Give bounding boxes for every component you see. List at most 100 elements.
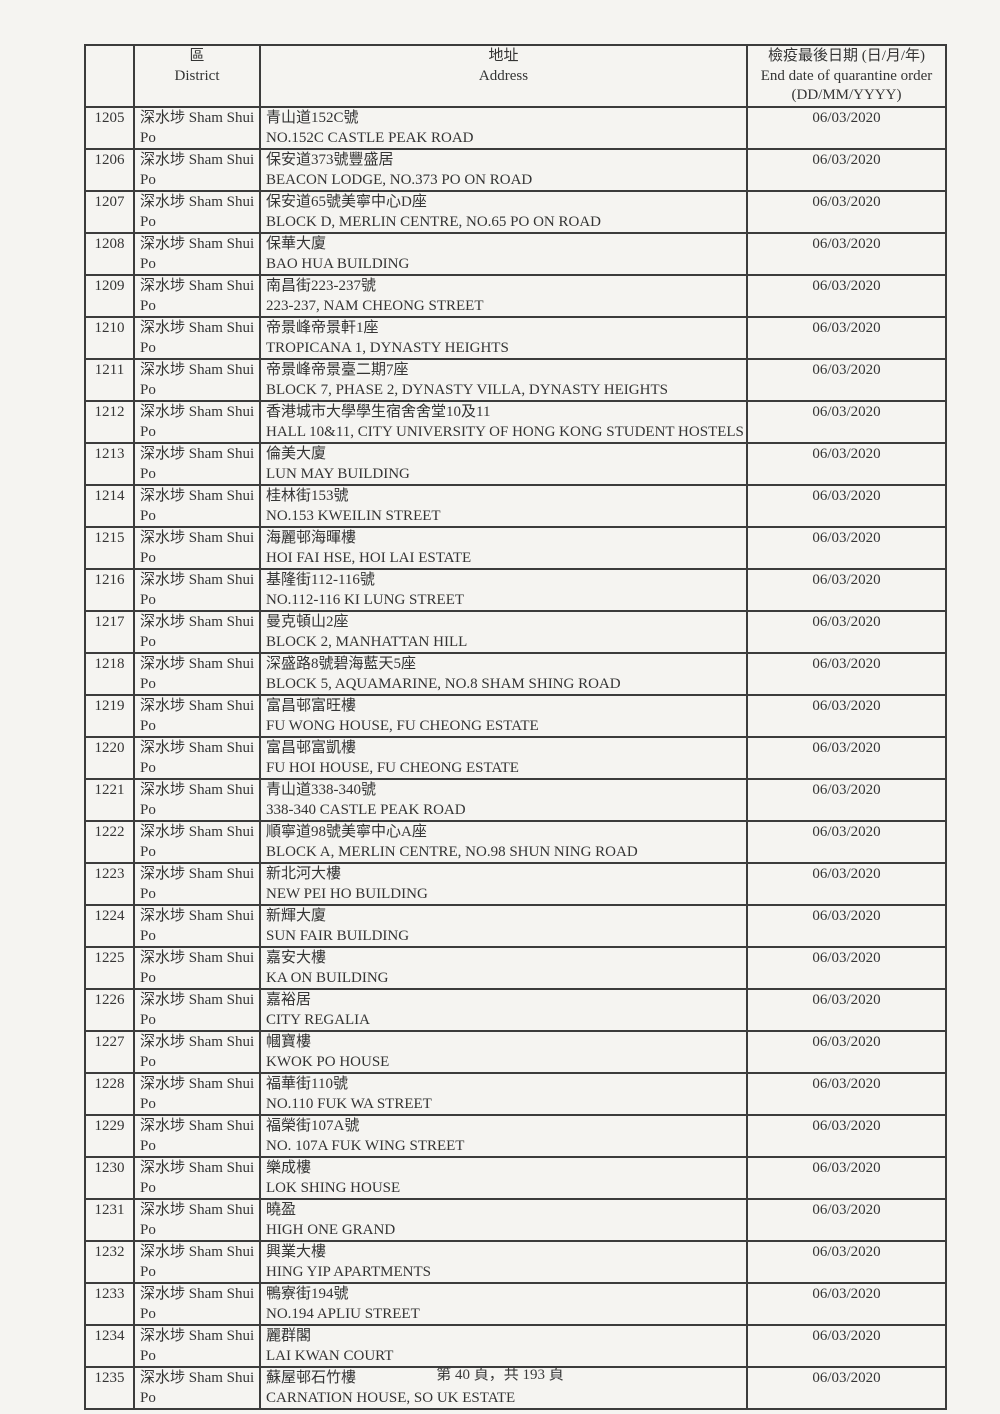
- district-cell: 深水埗 Sham Shui Po: [133, 946, 261, 990]
- address-english: NO.112-116 KI LUNG STREET: [266, 591, 465, 608]
- end-date-cell: 06/03/2020: [746, 820, 947, 864]
- address-cell: 香港城市大學學生宿舍舍堂10及11 HALL 10&11, CITY UNIVE…: [259, 400, 748, 444]
- address-english: NO. 107A FUK WING STREET: [266, 1137, 465, 1154]
- district-line2: Po: [140, 1389, 156, 1406]
- end-date-cell: 06/03/2020: [746, 1114, 947, 1158]
- end-date-cell: 06/03/2020: [746, 946, 947, 990]
- district-line1: 深水埗 Sham Shui: [140, 194, 255, 210]
- quarantine-order-table: 區 District 地址 Address 檢疫最後日期 (日/月/年) End…: [84, 44, 947, 1410]
- end-date-cell: 06/03/2020: [746, 904, 947, 948]
- district-line1: 深水埗 Sham Shui: [140, 236, 255, 252]
- address-cell: 青山道152C號 NO.152C CASTLE PEAK ROAD: [259, 106, 748, 150]
- district-line1: 深水埗 Sham Shui: [140, 614, 255, 630]
- address-chinese: 海麗邨海暉樓: [266, 530, 357, 546]
- district-line1: 深水埗 Sham Shui: [140, 404, 255, 420]
- row-number-cell: 1232: [84, 1240, 135, 1284]
- table-row: 1217 深水埗 Sham Shui Po 曼克頓山2座 BLOCK 2, MA…: [84, 610, 947, 654]
- row-number-cell: 1219: [84, 694, 135, 738]
- district-cell: 深水埗 Sham Shui Po: [133, 568, 261, 612]
- address-chinese: 樂成樓: [266, 1160, 312, 1176]
- table-row: 1228 深水埗 Sham Shui Po 福華街110號 NO.110 FUK…: [84, 1072, 947, 1116]
- address-cell: 富昌邨富凱樓 FU HOI HOUSE, FU CHEONG ESTATE: [259, 736, 748, 780]
- district-line2: Po: [140, 801, 156, 818]
- district-line1: 深水埗 Sham Shui: [140, 446, 255, 462]
- district-line1: 深水埗 Sham Shui: [140, 656, 255, 672]
- address-cell: 富昌邨富旺樓 FU WONG HOUSE, FU CHEONG ESTATE: [259, 694, 748, 738]
- table-row: 1209 深水埗 Sham Shui Po 南昌街223-237號 223-23…: [84, 274, 947, 318]
- district-line1: 深水埗 Sham Shui: [140, 1370, 255, 1386]
- table-row: 1211 深水埗 Sham Shui Po 帝景峰帝景臺二期7座 BLOCK 7…: [84, 358, 947, 402]
- address-chinese: 香港城市大學學生宿舍舍堂10及11: [266, 404, 491, 420]
- address-english: BLOCK 2, MANHATTAN HILL: [266, 633, 468, 650]
- table-row: 1212 深水埗 Sham Shui Po 香港城市大學學生宿舍舍堂10及11 …: [84, 400, 947, 444]
- address-english: BLOCK 7, PHASE 2, DYNASTY VILLA, DYNASTY…: [266, 381, 668, 398]
- address-chinese: 保華大廈: [266, 236, 327, 252]
- end-date-cell: 06/03/2020: [746, 694, 947, 738]
- district-cell: 深水埗 Sham Shui Po: [133, 1366, 261, 1410]
- address-english: CARNATION HOUSE, SO UK ESTATE: [266, 1389, 516, 1406]
- end-date-cell: 06/03/2020: [746, 316, 947, 360]
- address-chinese: 曉盈: [266, 1202, 297, 1218]
- address-english: LAI KWAN COURT: [266, 1347, 394, 1364]
- district-line2: Po: [140, 213, 156, 230]
- address-chinese: 興業大樓: [266, 1244, 327, 1260]
- row-number-cell: 1223: [84, 862, 135, 906]
- row-number-cell: 1226: [84, 988, 135, 1032]
- district-cell: 深水埗 Sham Shui Po: [133, 778, 261, 822]
- end-date-cell: 06/03/2020: [746, 988, 947, 1032]
- district-cell: 深水埗 Sham Shui Po: [133, 442, 261, 486]
- address-chinese: 富昌邨富凱樓: [266, 740, 357, 756]
- address-cell: 帝景峰帝景軒1座 TROPICANA 1, DYNASTY HEIGHTS: [259, 316, 748, 360]
- district-cell: 深水埗 Sham Shui Po: [133, 274, 261, 318]
- district-cell: 深水埗 Sham Shui Po: [133, 904, 261, 948]
- end-date-cell: 06/03/2020: [746, 1198, 947, 1242]
- table-row: 1208 深水埗 Sham Shui Po 保華大廈 BAO HUA BUILD…: [84, 232, 947, 276]
- table-row: 1234 深水埗 Sham Shui Po 麗群閣 LAI KWAN COURT…: [84, 1324, 947, 1368]
- table-row: 1229 深水埗 Sham Shui Po 福榮街107A號 NO. 107A …: [84, 1114, 947, 1158]
- district-cell: 深水埗 Sham Shui Po: [133, 232, 261, 276]
- end-date-cell: 06/03/2020: [746, 1156, 947, 1200]
- table-row: 1218 深水埗 Sham Shui Po 深盛路8號碧海藍天5座 BLOCK …: [84, 652, 947, 696]
- header-end-date-en: End date of quarantine order: [760, 67, 933, 84]
- row-number-cell: 1233: [84, 1282, 135, 1326]
- end-date-cell: 06/03/2020: [746, 358, 947, 402]
- address-cell: 順寧道98號美寧中心A座 BLOCK A, MERLIN CENTRE, NO.…: [259, 820, 748, 864]
- header-address-en: Address: [478, 67, 529, 84]
- end-date-cell: 06/03/2020: [746, 274, 947, 318]
- district-line2: Po: [140, 1263, 156, 1280]
- district-line1: 深水埗 Sham Shui: [140, 488, 255, 504]
- address-chinese: 帝景峰帝景軒1座: [266, 320, 379, 336]
- district-cell: 深水埗 Sham Shui Po: [133, 862, 261, 906]
- address-english: 223-237, NAM CHEONG STREET: [266, 297, 484, 314]
- address-english: BEACON LODGE, NO.373 PO ON ROAD: [266, 171, 533, 188]
- district-line1: 深水埗 Sham Shui: [140, 152, 255, 168]
- row-number-cell: 1231: [84, 1198, 135, 1242]
- district-line2: Po: [140, 1053, 156, 1070]
- end-date-cell: 06/03/2020: [746, 526, 947, 570]
- address-cell: 倫美大廈 LUN MAY BUILDING: [259, 442, 748, 486]
- district-cell: 深水埗 Sham Shui Po: [133, 106, 261, 150]
- address-cell: 曼克頓山2座 BLOCK 2, MANHATTAN HILL: [259, 610, 748, 654]
- address-cell: 興業大樓 HING YIP APARTMENTS: [259, 1240, 748, 1284]
- address-chinese: 福華街110號: [266, 1076, 348, 1092]
- district-line2: Po: [140, 1221, 156, 1238]
- district-line1: 深水埗 Sham Shui: [140, 992, 255, 1008]
- address-english: SUN FAIR BUILDING: [266, 927, 410, 944]
- district-line2: Po: [140, 171, 156, 188]
- end-date-cell: 06/03/2020: [746, 1366, 947, 1410]
- district-line2: Po: [140, 423, 156, 440]
- header-district-zh: 區: [189, 48, 205, 64]
- table-row: 1210 深水埗 Sham Shui Po 帝景峰帝景軒1座 TROPICANA…: [84, 316, 947, 360]
- end-date-cell: 06/03/2020: [746, 736, 947, 780]
- table-row: 1225 深水埗 Sham Shui Po 嘉安大樓 KA ON BUILDIN…: [84, 946, 947, 990]
- table-row: 1231 深水埗 Sham Shui Po 曉盈 HIGH ONE GRAND …: [84, 1198, 947, 1242]
- address-chinese: 保安道373號豐盛居: [266, 152, 394, 168]
- row-number-cell: 1211: [84, 358, 135, 402]
- district-line2: Po: [140, 675, 156, 692]
- address-english: BLOCK D, MERLIN CENTRE, NO.65 PO ON ROAD: [266, 213, 602, 230]
- address-cell: 保華大廈 BAO HUA BUILDING: [259, 232, 748, 276]
- end-date-cell: 06/03/2020: [746, 190, 947, 234]
- district-cell: 深水埗 Sham Shui Po: [133, 1072, 261, 1116]
- district-cell: 深水埗 Sham Shui Po: [133, 1156, 261, 1200]
